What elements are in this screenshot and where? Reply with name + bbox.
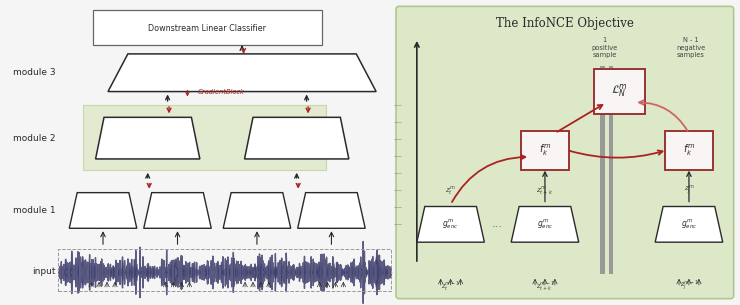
FancyBboxPatch shape (521, 131, 569, 170)
Text: $f^m_k$: $f^m_k$ (539, 142, 551, 158)
Text: $z^m_t$: $z^m_t$ (445, 184, 456, 197)
Text: 1
positive
sample: 1 positive sample (591, 38, 618, 59)
Text: $z^{m-1}_j$: $z^{m-1}_j$ (679, 278, 699, 293)
Polygon shape (417, 206, 485, 242)
FancyBboxPatch shape (93, 10, 321, 45)
Text: $g^m_{enc}$: $g^m_{enc}$ (443, 217, 459, 231)
Polygon shape (223, 193, 291, 228)
FancyBboxPatch shape (599, 66, 605, 274)
Text: $\mathcal{L}^m_N$: $\mathcal{L}^m_N$ (611, 82, 628, 99)
Text: $z^m_{t+k}$: $z^m_{t+k}$ (536, 184, 554, 197)
Text: module 3: module 3 (13, 68, 55, 77)
Polygon shape (297, 193, 366, 228)
Text: $z^m_j$: $z^m_j$ (684, 183, 694, 197)
Text: Downstream Linear Classifier: Downstream Linear Classifier (148, 24, 266, 33)
Polygon shape (70, 193, 137, 228)
Text: $g^m_{enc}$: $g^m_{enc}$ (681, 217, 697, 231)
Text: $f^m_k$: $f^m_k$ (683, 142, 695, 158)
Polygon shape (655, 206, 723, 242)
Text: module 2: module 2 (13, 134, 55, 143)
Polygon shape (244, 117, 349, 159)
Text: $g^m_{enc}$: $g^m_{enc}$ (536, 217, 553, 231)
FancyBboxPatch shape (608, 66, 613, 274)
Text: GradientBlock: GradientBlock (198, 88, 244, 95)
Text: N - 1
negative
samples: N - 1 negative samples (676, 38, 705, 59)
FancyBboxPatch shape (665, 131, 713, 170)
Polygon shape (108, 54, 376, 92)
FancyBboxPatch shape (593, 69, 645, 114)
Text: $z^{m-1}_{t+k}$: $z^{m-1}_{t+k}$ (536, 279, 554, 292)
Polygon shape (511, 206, 579, 242)
FancyBboxPatch shape (396, 6, 733, 299)
Polygon shape (95, 117, 200, 159)
Text: input: input (32, 267, 56, 276)
Text: $z^{m-1}_t$: $z^{m-1}_t$ (441, 279, 460, 292)
Text: ...: ... (492, 219, 502, 229)
FancyBboxPatch shape (83, 106, 326, 170)
Text: The InfoNCE Objective: The InfoNCE Objective (496, 17, 633, 30)
Text: module 1: module 1 (13, 206, 55, 215)
Polygon shape (144, 193, 212, 228)
